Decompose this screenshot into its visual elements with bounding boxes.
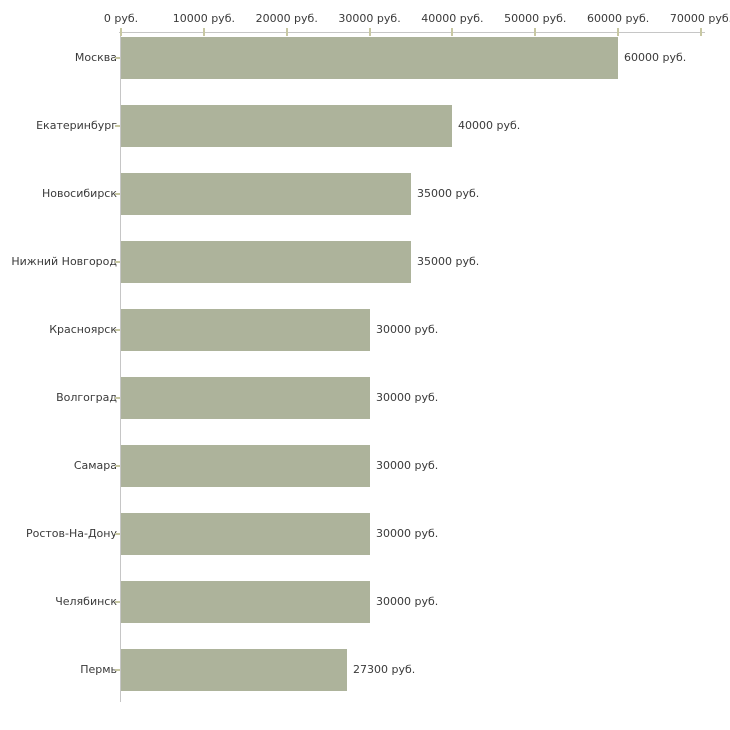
x-axis-tick-mark: [451, 28, 454, 36]
category-label: Челябинск: [55, 595, 117, 608]
value-label: 30000 руб.: [376, 527, 439, 540]
y-axis-tick-mark: [115, 125, 120, 127]
bar: [121, 377, 370, 419]
value-label: 35000 руб.: [417, 187, 480, 200]
category-label: Нижний Новгород: [11, 255, 117, 268]
y-axis-tick-mark: [115, 329, 120, 331]
value-label: 30000 руб.: [376, 459, 439, 472]
x-axis-tick-mark: [285, 28, 288, 36]
x-axis-tick-label: 40000 руб.: [421, 12, 484, 25]
x-axis-tick-label: 20000 руб.: [255, 12, 318, 25]
y-axis-tick-mark: [115, 669, 120, 671]
y-axis-line: [120, 32, 121, 702]
y-axis-tick-mark: [115, 601, 120, 603]
x-axis-tick-label: 30000 руб.: [338, 12, 401, 25]
y-axis-tick-mark: [115, 57, 120, 59]
y-axis-tick-mark: [115, 465, 120, 467]
y-axis-tick-mark: [115, 261, 120, 263]
category-label: Ростов-На-Дону: [25, 527, 117, 540]
y-axis-tick-mark: [115, 397, 120, 399]
category-label: Красноярск: [49, 323, 117, 336]
x-axis-tick-label: 10000 руб.: [172, 12, 235, 25]
x-axis-tick-mark: [120, 28, 122, 36]
bar: [121, 649, 347, 691]
category-label: Волгоград: [56, 391, 117, 404]
bar: [121, 105, 452, 147]
bar: [121, 581, 370, 623]
x-axis-line: [119, 32, 705, 33]
bar: [121, 309, 370, 351]
x-axis-tick-mark: [368, 28, 371, 36]
bar: [121, 513, 370, 555]
x-axis-tick-mark: [202, 28, 205, 36]
value-label: 30000 руб.: [376, 595, 439, 608]
y-axis-tick-mark: [115, 533, 120, 535]
value-label: 40000 руб.: [458, 119, 521, 132]
x-axis-tick-label: 70000 руб.: [669, 12, 730, 25]
x-axis-tick-mark: [534, 28, 537, 36]
y-axis-tick-mark: [115, 193, 120, 195]
bar: [121, 37, 618, 79]
bar: [121, 173, 411, 215]
category-label: Екатеринбург: [36, 119, 117, 132]
bar: [121, 445, 370, 487]
x-axis-tick-label: 50000 руб.: [504, 12, 567, 25]
value-label: 27300 руб.: [353, 663, 416, 676]
category-label: Москва: [74, 51, 117, 64]
category-label: Пермь: [80, 663, 117, 676]
value-label: 60000 руб.: [624, 51, 687, 64]
bar: [121, 241, 411, 283]
value-label: 30000 руб.: [376, 323, 439, 336]
x-axis-tick-mark: [617, 28, 620, 36]
x-axis-tick-label: 60000 руб.: [587, 12, 650, 25]
category-label: Новосибирск: [41, 187, 117, 200]
x-axis-tick-label: 0 руб.: [103, 12, 139, 25]
value-label: 35000 руб.: [417, 255, 480, 268]
value-label: 30000 руб.: [376, 391, 439, 404]
category-label: Самара: [73, 459, 117, 472]
x-axis-tick-mark: [700, 28, 702, 36]
